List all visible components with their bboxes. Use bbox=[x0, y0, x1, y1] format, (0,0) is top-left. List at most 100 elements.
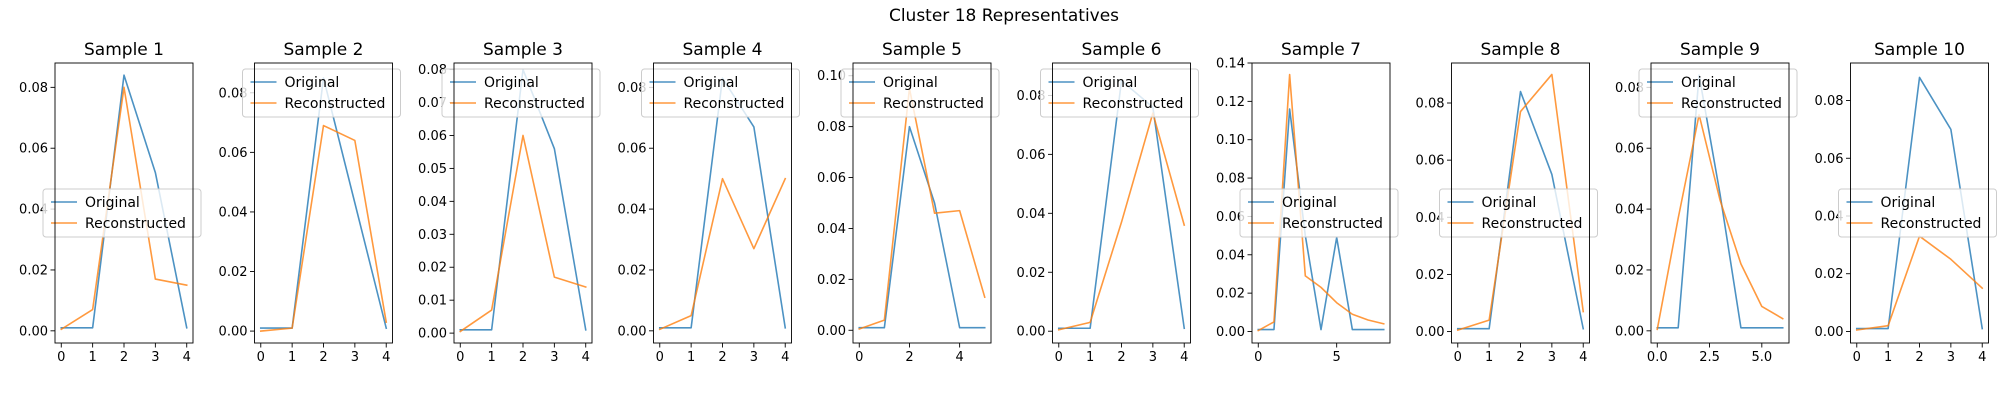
legend-label: Reconstructed bbox=[85, 216, 186, 232]
legend-box bbox=[42, 188, 202, 238]
y-tick-label: 0.08 bbox=[1416, 97, 1445, 112]
legend-label: Original bbox=[85, 195, 140, 211]
legend-label: Original bbox=[1881, 195, 1936, 211]
y-tick-label: 0.10 bbox=[1216, 133, 1245, 148]
figure-title: Cluster 18 Representatives bbox=[889, 6, 1119, 26]
legend-label: Original bbox=[883, 75, 938, 91]
x-tick-label: 1 bbox=[1884, 350, 1892, 365]
legend-box bbox=[1439, 188, 1598, 238]
y-tick-label: 0.06 bbox=[1615, 142, 1644, 157]
x-tick-label: 2 bbox=[519, 350, 527, 365]
y-tick-label: 0.00 bbox=[19, 324, 48, 339]
x-tick-label: 3 bbox=[1548, 350, 1556, 365]
y-tick-label: 0.06 bbox=[1815, 152, 1844, 167]
y-tick-label: 0.00 bbox=[1216, 325, 1245, 340]
subplot-title: Sample 6 bbox=[1082, 40, 1162, 60]
subplot-title: Sample 1 bbox=[84, 40, 164, 60]
y-tick-label: 0.04 bbox=[219, 205, 248, 220]
subplot-7: Sample 7 0 5 0.00 0.02 0.04 0.06 0.08 0.10 0.12 0.… bbox=[1216, 40, 1399, 365]
series-line-reconstructed bbox=[658, 177, 787, 331]
axes-frame bbox=[254, 62, 393, 344]
x-tick-label: 3 bbox=[1149, 350, 1157, 365]
y-tick-label: 0.00 bbox=[418, 327, 447, 342]
legend-box bbox=[641, 68, 800, 118]
x-tick-label: 2 bbox=[905, 350, 913, 365]
y-tick-label: 0.00 bbox=[1017, 325, 1046, 340]
y-tick-label: 0.00 bbox=[1416, 325, 1445, 340]
y-tick-label: 0.08 bbox=[1017, 89, 1046, 104]
x-tick-label: 2 bbox=[120, 350, 128, 365]
x-tick-label: 1 bbox=[88, 350, 96, 365]
x-tick-label: 4 bbox=[382, 350, 390, 365]
subplot-title: Sample 3 bbox=[483, 40, 563, 60]
y-tick-label: 0.02 bbox=[1017, 266, 1046, 281]
subplot-title: Sample 4 bbox=[683, 40, 763, 60]
y-tick-label: 0.04 bbox=[618, 203, 647, 218]
x-tick-label: 1 bbox=[1086, 350, 1094, 365]
y-tick-label: 0.00 bbox=[817, 324, 846, 339]
y-tick-label: 0.08 bbox=[618, 81, 647, 96]
legend: Original Reconstructed bbox=[1439, 188, 1598, 238]
series-line-reconstructed bbox=[459, 134, 587, 333]
legend-label: Original bbox=[684, 75, 739, 91]
x-tick-label: 4 bbox=[1180, 350, 1188, 365]
legend-label: Reconstructed bbox=[1482, 216, 1583, 232]
legend: Original Reconstructed bbox=[641, 68, 800, 118]
y-tick-label: 0.02 bbox=[817, 273, 846, 288]
subplot-title: Sample 7 bbox=[1281, 40, 1361, 60]
x-tick-label: 0 bbox=[456, 350, 464, 365]
y-tick-label: 0.06 bbox=[618, 142, 647, 157]
subplot-2: Sample 20 1 2 3 40.000.020.040.060.08Origina… bbox=[219, 40, 401, 365]
legend-label: Reconstructed bbox=[1881, 216, 1982, 232]
x-tick-label: 3 bbox=[550, 350, 558, 365]
x-tick-label: 0 bbox=[1454, 350, 1462, 365]
legend-box bbox=[242, 68, 401, 118]
legend-label: Reconstructed bbox=[684, 96, 785, 112]
y-tick-label: 0.06 bbox=[418, 129, 447, 144]
subplot-3: Sample 3 0 1 2 3 4 0.00 0.01 0.02 0.03 0.04 0.05 0.0… bbox=[418, 40, 601, 365]
legend: Original Reconstructed bbox=[441, 68, 601, 118]
y-tick-label: 0.08 bbox=[817, 120, 846, 135]
x-tick-label: 2 bbox=[1117, 350, 1125, 365]
x-tick-label: 4 bbox=[955, 350, 963, 365]
x-tick-label: 0 bbox=[257, 350, 265, 365]
legend-label: Original bbox=[1083, 75, 1138, 91]
subplot-title: Sample 9 bbox=[1680, 40, 1760, 60]
y-tick-label: 0.14 bbox=[1216, 57, 1245, 72]
y-tick-label: 0.12 bbox=[1216, 95, 1245, 110]
y-tick-label: 0.04 bbox=[817, 222, 846, 237]
x-tick-label: 2 bbox=[1516, 350, 1524, 365]
y-tick-label: 0.08 bbox=[219, 86, 248, 101]
x-tick-label: 4 bbox=[1579, 350, 1587, 365]
legend-box bbox=[1239, 188, 1399, 238]
legend-label: Original bbox=[484, 75, 539, 91]
y-tick-label: 0.02 bbox=[1815, 267, 1844, 282]
series-line-original bbox=[1257, 108, 1385, 331]
series-line-reconstructed bbox=[1057, 112, 1186, 331]
x-tick-label: 0.0 bbox=[1647, 350, 1668, 365]
x-tick-label: 2 bbox=[319, 350, 327, 365]
x-tick-label: 4 bbox=[1978, 350, 1986, 365]
y-tick-label: 0.02 bbox=[1216, 287, 1245, 302]
x-tick-label: 3 bbox=[1947, 350, 1955, 365]
legend-box bbox=[441, 68, 601, 118]
axes-frame bbox=[1251, 62, 1391, 344]
series-line-reconstructed bbox=[1257, 73, 1385, 332]
y-tick-label: 0.06 bbox=[19, 142, 48, 157]
y-tick-label: 0.00 bbox=[1615, 324, 1644, 339]
y-tick-label: 0.10 bbox=[817, 69, 846, 84]
legend-label: Original bbox=[285, 75, 340, 91]
x-tick-label: 2.5 bbox=[1699, 350, 1720, 365]
axes-frame bbox=[653, 62, 792, 344]
subplot-6: Sample 60 1 2 3 40.000.020.040.060.08Origina… bbox=[1017, 40, 1199, 365]
subplot-title: Sample 2 bbox=[284, 40, 364, 60]
y-tick-label: 0.06 bbox=[1216, 210, 1245, 225]
legend-box bbox=[1638, 68, 1798, 118]
subplot-title: Sample 10 bbox=[1874, 40, 1965, 60]
x-tick-label: 2 bbox=[718, 350, 726, 365]
y-tick-label: 0.04 bbox=[1815, 209, 1844, 224]
y-tick-label: 0.00 bbox=[618, 324, 647, 339]
series-line-reconstructed bbox=[858, 87, 986, 331]
axes-frame bbox=[1052, 62, 1191, 344]
